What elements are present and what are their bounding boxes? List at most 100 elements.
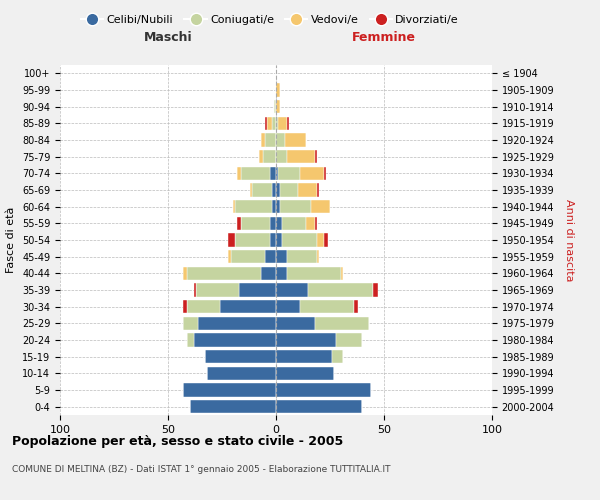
Bar <box>190 400 276 413</box>
Bar <box>276 334 337 346</box>
Bar <box>268 116 272 130</box>
Legend: Celibi/Nubili, Coniugati/e, Vedovi/e, Divorziati/e: Celibi/Nubili, Coniugati/e, Vedovi/e, Di… <box>77 10 463 29</box>
Bar <box>229 250 230 264</box>
Bar <box>323 166 326 180</box>
Bar <box>317 250 319 264</box>
Bar <box>287 266 341 280</box>
Bar <box>276 366 334 380</box>
Bar <box>194 334 276 346</box>
Bar <box>276 400 362 413</box>
Bar <box>276 150 287 164</box>
Bar <box>276 166 278 180</box>
Bar <box>276 200 280 213</box>
Bar <box>187 334 194 346</box>
Bar <box>265 116 268 130</box>
Bar <box>198 316 276 330</box>
Bar <box>276 84 280 96</box>
Bar <box>276 350 332 364</box>
Bar <box>261 266 276 280</box>
Bar <box>276 116 278 130</box>
Bar <box>311 200 330 213</box>
Bar <box>317 184 319 196</box>
Text: Popolazione per età, sesso e stato civile - 2005: Popolazione per età, sesso e stato civil… <box>12 435 343 448</box>
Bar <box>237 166 241 180</box>
Bar <box>233 200 235 213</box>
Bar <box>265 134 276 146</box>
Bar <box>332 350 343 364</box>
Bar <box>183 300 187 314</box>
Bar <box>276 234 283 246</box>
Bar <box>274 100 276 114</box>
Y-axis label: Fasce di età: Fasce di età <box>7 207 16 273</box>
Bar <box>269 216 276 230</box>
Bar <box>315 150 317 164</box>
Bar <box>317 234 323 246</box>
Bar <box>283 216 306 230</box>
Bar <box>259 150 263 164</box>
Bar <box>229 234 235 246</box>
Bar <box>373 284 377 296</box>
Bar <box>272 200 276 213</box>
Bar <box>276 316 315 330</box>
Bar <box>341 266 343 280</box>
Bar <box>272 184 276 196</box>
Text: COMUNE DI MELTINA (BZ) - Dati ISTAT 1° gennaio 2005 - Elaborazione TUTTITALIA.IT: COMUNE DI MELTINA (BZ) - Dati ISTAT 1° g… <box>12 465 391 474</box>
Bar <box>263 150 276 164</box>
Bar <box>269 166 276 180</box>
Bar <box>205 350 276 364</box>
Bar <box>315 216 317 230</box>
Y-axis label: Anni di nascita: Anni di nascita <box>564 198 574 281</box>
Bar <box>354 300 358 314</box>
Bar <box>272 116 276 130</box>
Bar <box>194 284 196 296</box>
Bar <box>315 316 369 330</box>
Bar <box>284 134 306 146</box>
Bar <box>261 134 265 146</box>
Bar <box>276 184 280 196</box>
Bar <box>278 116 287 130</box>
Bar <box>300 166 323 180</box>
Bar <box>276 284 308 296</box>
Bar <box>183 316 198 330</box>
Bar <box>241 216 269 230</box>
Bar <box>187 300 220 314</box>
Bar <box>276 300 300 314</box>
Bar <box>207 366 276 380</box>
Bar <box>187 266 261 280</box>
Bar <box>287 250 317 264</box>
Bar <box>287 150 315 164</box>
Bar <box>252 184 272 196</box>
Bar <box>276 134 284 146</box>
Bar <box>235 200 272 213</box>
Bar <box>306 216 315 230</box>
Bar <box>235 234 269 246</box>
Bar <box>250 184 252 196</box>
Bar <box>300 300 354 314</box>
Bar <box>337 334 362 346</box>
Bar <box>239 284 276 296</box>
Bar <box>196 284 239 296</box>
Bar <box>276 250 287 264</box>
Bar <box>183 266 187 280</box>
Bar <box>276 216 283 230</box>
Bar <box>183 384 276 396</box>
Bar <box>280 184 298 196</box>
Bar <box>276 100 280 114</box>
Bar <box>230 250 265 264</box>
Bar <box>308 284 373 296</box>
Bar <box>278 166 300 180</box>
Text: Maschi: Maschi <box>143 31 193 44</box>
Bar <box>323 234 328 246</box>
Bar <box>283 234 317 246</box>
Bar <box>287 116 289 130</box>
Bar <box>276 266 287 280</box>
Bar <box>237 216 241 230</box>
Text: Femmine: Femmine <box>352 31 416 44</box>
Bar <box>280 200 311 213</box>
Bar <box>241 166 269 180</box>
Bar <box>276 384 371 396</box>
Bar <box>298 184 317 196</box>
Bar <box>265 250 276 264</box>
Bar <box>269 234 276 246</box>
Bar <box>220 300 276 314</box>
